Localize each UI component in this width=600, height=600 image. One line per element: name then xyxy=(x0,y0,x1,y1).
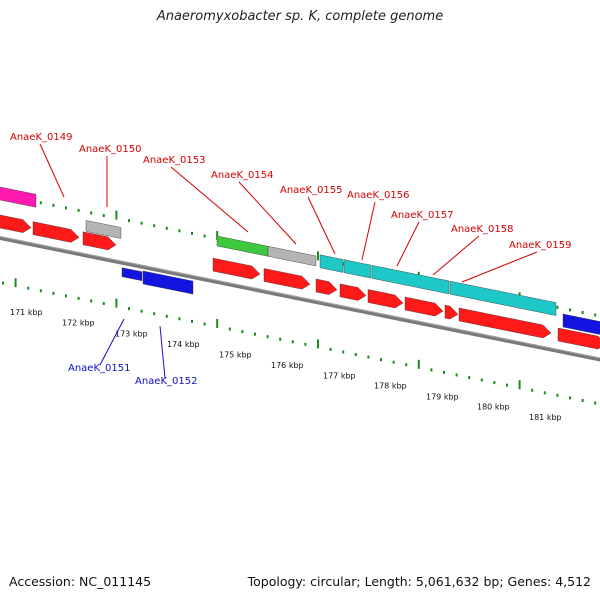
cds-arrow xyxy=(212,257,261,280)
genome-backbone-highlight xyxy=(0,235,600,359)
pink-feature xyxy=(0,186,37,208)
kbp-label: 179 kbp xyxy=(426,392,459,401)
reverse-gene-label: AnaeK_0152 xyxy=(135,376,197,387)
kbp-label: 175 kbp xyxy=(219,350,252,359)
kbp-label: 176 kbp xyxy=(271,361,304,370)
cds-arrow xyxy=(263,268,311,290)
forward-leader-line xyxy=(39,143,65,198)
kbp-label: 177 kbp xyxy=(323,371,356,380)
cds-arrow xyxy=(404,296,444,317)
reverse-leader-line xyxy=(99,318,125,366)
forward-gene-label: AnaeK_0155 xyxy=(280,185,342,196)
kbp-label: 178 kbp xyxy=(374,382,407,391)
kbp-label: 171 kbp xyxy=(10,308,43,317)
kbp-scale: 171 kbp 172 kbp 173 kbp 174 kbp 175 kbp 176 k… xyxy=(10,308,562,422)
forward-leader-line xyxy=(361,201,376,261)
forward-leader-line xyxy=(307,196,336,255)
kbp-label: 180 kbp xyxy=(477,403,510,412)
misc-feature xyxy=(85,220,122,239)
reverse-gene-label: AnaeK_0151 xyxy=(68,363,130,374)
rrna-feature xyxy=(343,259,372,279)
cds-arrow xyxy=(32,221,80,243)
cds-arrow xyxy=(458,307,552,339)
reverse-leader-line xyxy=(159,325,166,379)
kbp-label: 173 kbp xyxy=(115,329,148,338)
rrna-feature xyxy=(449,280,557,316)
forward-leader-line xyxy=(432,235,480,276)
feature-track xyxy=(0,186,600,362)
genome-summary: Topology: circular; Length: 5,061,632 bp… xyxy=(247,574,591,589)
forward-gene-label: AnaeK_0157 xyxy=(391,210,453,221)
genome-backbone xyxy=(0,235,600,362)
reverse-cds xyxy=(121,267,143,281)
forward-leader-line xyxy=(238,181,297,245)
kbp-label: 172 kbp xyxy=(62,319,95,328)
misc-feature xyxy=(267,246,317,267)
cds-arrow xyxy=(315,278,338,295)
forward-gene-label: AnaeK_0158 xyxy=(451,224,513,235)
map-title: Anaeromyxobacter sp. K, complete genome xyxy=(156,9,444,24)
accession-text: Accession: NC_011145 xyxy=(9,574,152,589)
reverse-cds xyxy=(142,270,194,295)
rrna-feature xyxy=(319,254,344,273)
cds-arrow xyxy=(444,304,459,320)
blue-feature xyxy=(562,313,600,335)
kbp-label: 181 kbp xyxy=(529,413,562,422)
forward-gene-label: AnaeK_0159 xyxy=(509,240,571,251)
cds-arrow xyxy=(557,327,600,350)
forward-gene-label: AnaeK_0154 xyxy=(211,170,273,181)
rrna-feature xyxy=(371,265,450,295)
cds-arrow xyxy=(0,214,32,233)
kbp-label: 174 kbp xyxy=(167,340,200,349)
trna-feature xyxy=(216,235,269,257)
cds-arrow xyxy=(367,289,404,309)
forward-gene-label: AnaeK_0149 xyxy=(10,132,72,143)
cds-arrow xyxy=(82,231,117,251)
forward-leader-line xyxy=(461,251,538,283)
forward-gene-label: AnaeK_0153 xyxy=(143,155,205,166)
cds-arrow xyxy=(339,283,367,301)
forward-gene-label: AnaeK_0150 xyxy=(79,144,141,155)
forward-leader-line xyxy=(170,166,249,233)
forward-gene-label: AnaeK_0156 xyxy=(347,190,409,201)
forward-leader-line xyxy=(396,221,420,267)
